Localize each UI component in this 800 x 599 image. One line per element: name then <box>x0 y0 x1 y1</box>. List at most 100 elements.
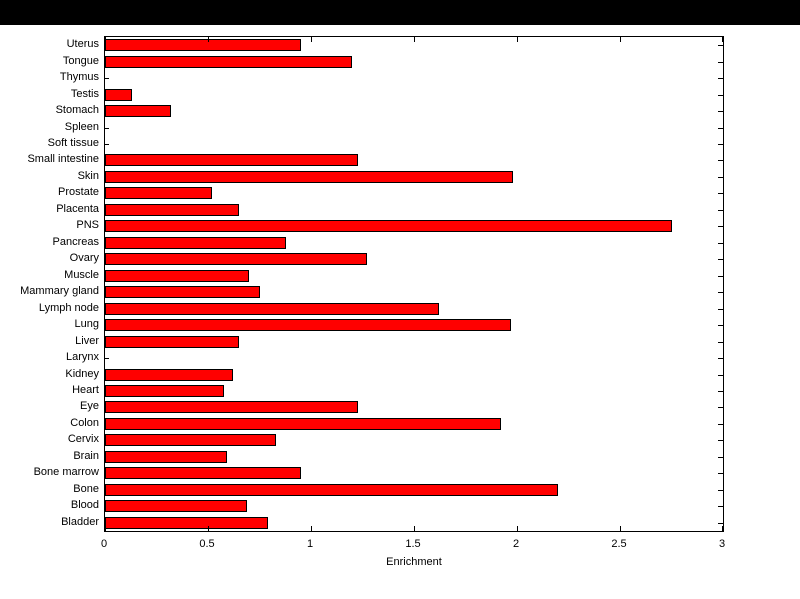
x-tick-mark-top <box>311 37 312 42</box>
y-tick-label: Spleen <box>64 121 99 133</box>
x-axis-label: Enrichment <box>386 556 442 568</box>
y-tick-mark-left <box>105 358 109 359</box>
bar <box>105 56 352 68</box>
y-tick-label: Testis <box>70 88 99 100</box>
x-tick-mark-bottom <box>208 526 209 531</box>
bar <box>105 171 513 183</box>
bar <box>105 517 268 529</box>
y-tick-mark-left <box>105 144 109 145</box>
y-tick-mark-right <box>718 45 723 46</box>
y-tick-mark-right <box>718 342 723 343</box>
y-tick-mark-right <box>718 440 723 441</box>
bar <box>105 418 501 430</box>
bar <box>105 336 239 348</box>
bar <box>105 467 301 479</box>
y-tick-label: Tongue <box>62 55 99 67</box>
bar <box>105 303 439 315</box>
y-tick-mark-right <box>718 177 723 178</box>
y-tick-label: Cervix <box>67 433 99 445</box>
x-tick-label: 1.5 <box>405 538 421 550</box>
y-tick-label: Uterus <box>66 38 99 50</box>
y-tick-label: Placenta <box>56 203 99 215</box>
y-tick-label: Skin <box>77 170 99 182</box>
bar <box>105 187 212 199</box>
y-tick-label: Bone marrow <box>33 466 99 478</box>
x-tick-mark-bottom <box>620 526 621 531</box>
x-tick-label: 0 <box>100 538 108 550</box>
y-tick-label: Lymph node <box>38 302 99 314</box>
y-tick-mark-right <box>718 259 723 260</box>
x-tick-mark-bottom <box>311 526 312 531</box>
y-tick-label: Pancreas <box>52 236 99 248</box>
y-tick-mark-left <box>105 128 109 129</box>
y-tick-mark-right <box>718 78 723 79</box>
y-tick-mark-right <box>718 523 723 524</box>
y-tick-mark-right <box>718 160 723 161</box>
bar <box>105 105 171 117</box>
y-tick-mark-right <box>718 144 723 145</box>
x-tick-mark-bottom <box>105 526 106 531</box>
x-tick-label: 2 <box>512 538 520 550</box>
x-tick-labels: 0 0.5 1 1.5 2 2.5 3 <box>100 538 726 552</box>
y-tick-label: Ovary <box>69 252 99 264</box>
y-tick-mark-right <box>718 193 723 194</box>
y-tick-mark-right <box>718 128 723 129</box>
y-tick-mark-right <box>718 210 723 211</box>
x-tick-label: 3 <box>718 538 726 550</box>
y-tick-mark-right <box>718 292 723 293</box>
bar <box>105 385 224 397</box>
y-tick-mark-right <box>718 309 723 310</box>
bar <box>105 270 249 282</box>
bar <box>105 484 558 496</box>
y-tick-mark-right <box>718 243 723 244</box>
y-tick-label: Muscle <box>64 269 99 281</box>
y-tick-label: Heart <box>72 384 99 396</box>
y-tick-label: Bladder <box>61 516 99 528</box>
y-tick-mark-right <box>718 111 723 112</box>
bar <box>105 451 227 463</box>
y-tick-label: Blood <box>70 499 99 511</box>
x-tick-mark-top <box>208 37 209 42</box>
bar <box>105 500 247 512</box>
y-tick-label: Liver <box>75 335 99 347</box>
y-tick-label: Stomach <box>55 104 99 116</box>
bar <box>105 89 132 101</box>
bar <box>105 253 367 265</box>
y-tick-mark-right <box>718 457 723 458</box>
x-tick-mark-top <box>722 37 723 42</box>
bar <box>105 401 358 413</box>
y-tick-mark-right <box>718 358 723 359</box>
y-tick-mark-right <box>718 375 723 376</box>
y-tick-label: Colon <box>70 417 99 429</box>
y-tick-mark-right <box>718 424 723 425</box>
bar <box>105 319 511 331</box>
x-tick-label: 1 <box>306 538 314 550</box>
x-tick-mark-bottom <box>414 526 415 531</box>
bar <box>105 369 233 381</box>
x-tick-mark-top <box>620 37 621 42</box>
y-tick-label: Bone <box>73 483 99 495</box>
y-tick-mark-right <box>718 506 723 507</box>
x-tick-mark-bottom <box>517 526 518 531</box>
y-tick-mark-right <box>718 490 723 491</box>
bar <box>105 434 276 446</box>
bar <box>105 204 239 216</box>
y-tick-mark-left <box>105 78 109 79</box>
y-tick-mark-right <box>718 95 723 96</box>
bar <box>105 39 301 51</box>
y-tick-mark-right <box>718 407 723 408</box>
bar <box>105 237 286 249</box>
y-tick-mark-right <box>718 276 723 277</box>
y-tick-mark-right <box>718 226 723 227</box>
bar <box>105 220 672 232</box>
x-tick-label: 2.5 <box>611 538 627 550</box>
y-tick-label: Prostate <box>58 186 99 198</box>
x-tick-mark-bottom <box>722 526 723 531</box>
y-tick-label: Lung <box>74 318 99 330</box>
plot-area <box>104 36 724 532</box>
x-tick-label: 0.5 <box>199 538 215 550</box>
y-axis-labels: Uterus Tongue Thymus Testis Stomach Spleen Sof… <box>0 36 99 532</box>
y-tick-mark-right <box>718 325 723 326</box>
y-tick-label: Small intestine <box>27 153 99 165</box>
